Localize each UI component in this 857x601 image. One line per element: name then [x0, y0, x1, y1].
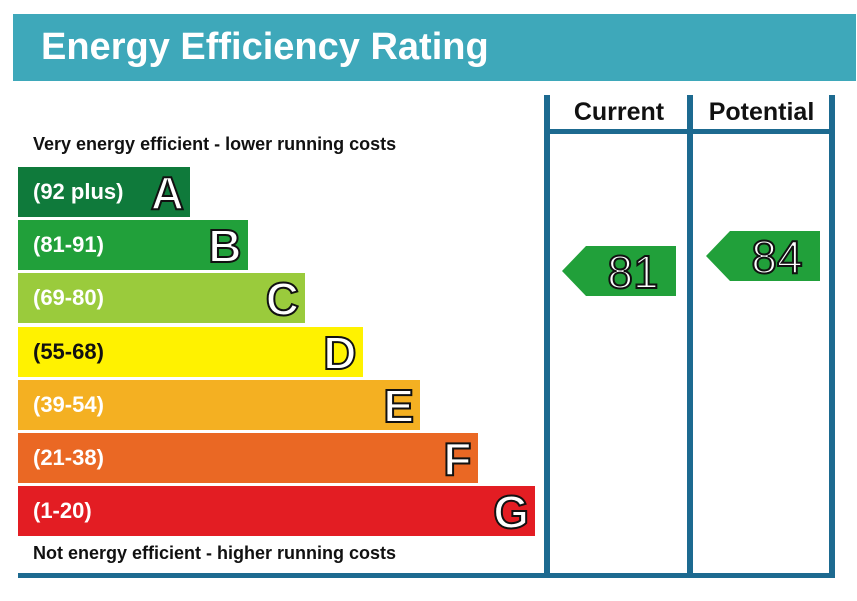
caption-efficient: Very energy efficient - lower running co…	[33, 134, 397, 154]
band-range-label: (69-80)	[33, 285, 104, 311]
band-b: (81-91) B	[18, 219, 248, 273]
band-c: (69-80) C	[18, 272, 305, 326]
divider-middle	[687, 95, 693, 578]
current-rating-value: 81	[607, 246, 658, 296]
band-range-label: (21-38)	[33, 445, 104, 470]
band-range-label: (92 plus)	[33, 179, 124, 204]
band-letter: B	[207, 219, 242, 273]
potential-arrow-shape	[706, 231, 820, 281]
band-letter: G	[492, 485, 530, 539]
band-d: (55-68) D	[18, 326, 363, 380]
band-f: (21-38) F	[18, 432, 478, 486]
current-rating-arrow: 81	[562, 246, 676, 296]
header-underline	[547, 129, 834, 134]
band-letter: A	[150, 166, 185, 220]
column-header-potential: Potential	[708, 98, 815, 126]
band-range-label: (39-54)	[33, 391, 104, 417]
band-letter: F	[442, 432, 472, 486]
header-bar: Energy Efficiency Rating	[13, 14, 856, 81]
divider-right	[829, 95, 835, 578]
band-g: (1-20) G	[18, 485, 535, 539]
current-arrow-shape	[562, 246, 676, 296]
band-letter: D	[322, 326, 357, 380]
band-e: (39-54) E	[18, 379, 420, 433]
caption-inefficient: Not energy efficient - higher running co…	[33, 543, 397, 563]
band-letter: E	[382, 379, 415, 433]
band-letter: C	[265, 272, 300, 326]
potential-rating-arrow: 84	[706, 231, 820, 281]
band-a: (92 plus) A	[18, 166, 190, 220]
divider-left	[544, 95, 550, 578]
bottom-border	[18, 573, 835, 578]
column-header-current: Current	[573, 98, 665, 126]
band-range-label: (81-91)	[33, 232, 104, 258]
band-range-label: (1-20)	[33, 498, 92, 524]
page-title: Energy Efficiency Rating	[41, 26, 489, 68]
potential-rating-value: 84	[751, 231, 802, 281]
band-range-label: (55-68)	[33, 338, 104, 364]
